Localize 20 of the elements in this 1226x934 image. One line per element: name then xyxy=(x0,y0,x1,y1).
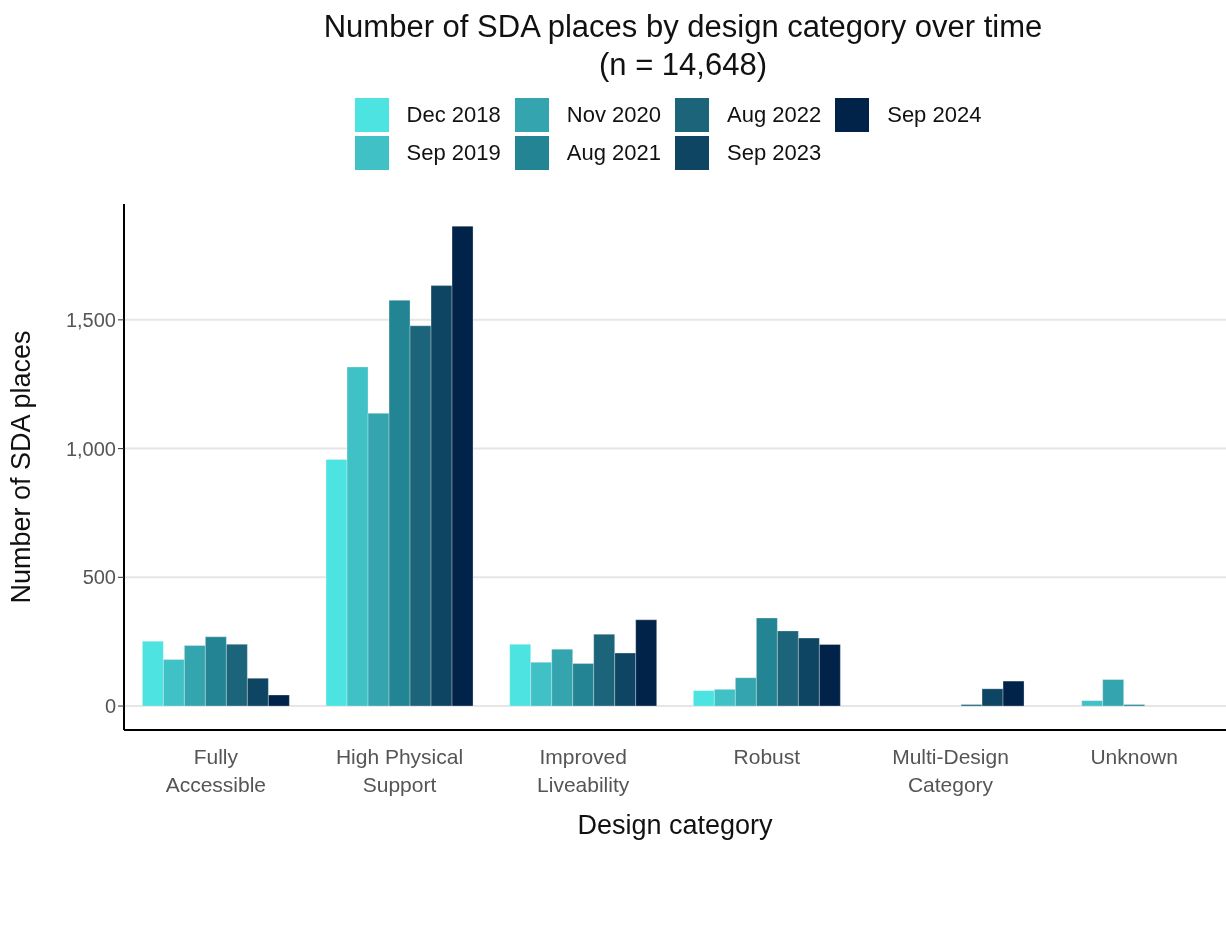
x-tick-label: Unknown xyxy=(1090,745,1178,768)
y-tick-label: 0 xyxy=(104,695,116,718)
legend-label: Aug 2022 xyxy=(727,102,822,128)
x-tick-label: Robust xyxy=(733,745,801,768)
legend-label: Sep 2024 xyxy=(887,102,982,128)
legend-label: Sep 2023 xyxy=(727,140,822,166)
x-tick-label: Fully Accessible xyxy=(165,745,267,796)
legend-label: Nov 2020 xyxy=(566,102,661,128)
x-tick-label: Multi-Design Category xyxy=(892,745,1009,796)
y-tick-label: 1,500 xyxy=(65,308,116,331)
x-axis-title: Design category xyxy=(577,810,774,840)
y-tick-label: 1,000 xyxy=(65,437,116,460)
x-tick-label: Improved Liveability xyxy=(537,745,630,796)
legend-label: Sep 2019 xyxy=(406,140,501,166)
chart-title: Number of SDA places by design category over time (n = 14,648) xyxy=(322,8,1044,84)
legend-label: Aug 2021 xyxy=(566,140,661,166)
legend-label: Dec 2018 xyxy=(406,102,501,128)
y-axis-title: Number of SDA places xyxy=(5,330,36,604)
y-tick-label: 500 xyxy=(82,566,116,589)
x-tick-label: High Physical Support xyxy=(335,745,464,796)
